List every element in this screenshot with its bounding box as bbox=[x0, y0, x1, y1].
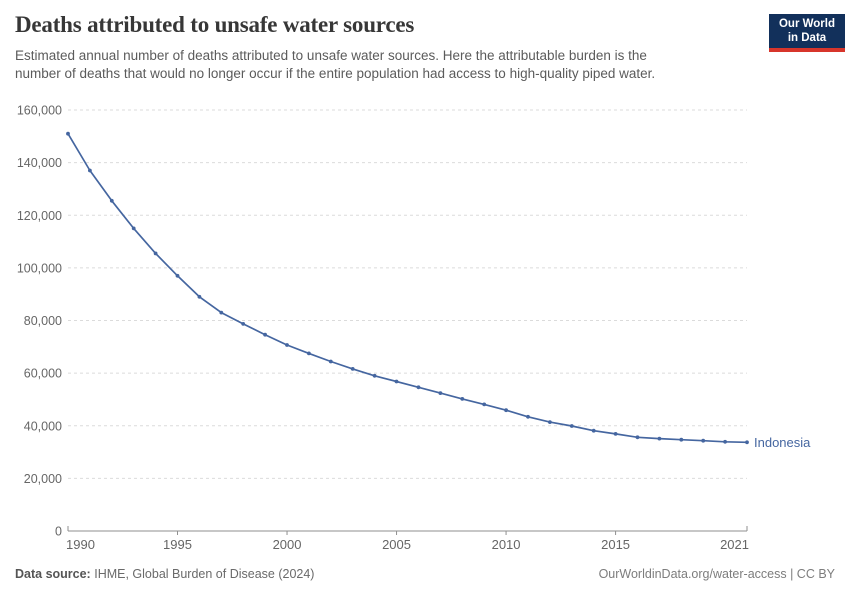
data-point[interactable] bbox=[109, 198, 114, 203]
data-point[interactable] bbox=[438, 391, 443, 395]
y-axis-tick-label: 140,000 bbox=[17, 156, 62, 170]
data-point[interactable] bbox=[591, 428, 596, 433]
y-axis-tick-label: 120,000 bbox=[17, 209, 62, 223]
data-point[interactable] bbox=[372, 373, 377, 378]
chart-title: Deaths attributed to unsafe water source… bbox=[15, 12, 415, 37]
x-axis-tick-label: 2000 bbox=[273, 537, 302, 552]
data-point[interactable] bbox=[241, 322, 246, 326]
data-point[interactable] bbox=[307, 351, 311, 356]
data-point[interactable] bbox=[197, 294, 202, 299]
data-source-label: Data source: bbox=[15, 567, 91, 581]
data-point[interactable] bbox=[219, 310, 224, 315]
x-axis-tick-label: 2015 bbox=[601, 537, 630, 552]
data-source-value: IHME, Global Burden of Disease (2024) bbox=[94, 567, 315, 581]
data-point[interactable] bbox=[613, 432, 618, 436]
x-axis-tick-label: 2021 bbox=[720, 537, 749, 552]
data-point[interactable] bbox=[263, 332, 267, 337]
x-axis-tick-label: 2010 bbox=[492, 537, 521, 552]
x-axis-tick-label: 1990 bbox=[66, 537, 95, 552]
data-point[interactable] bbox=[416, 385, 421, 390]
chart-subtitle-line: Estimated annual number of deaths attrib… bbox=[15, 48, 647, 63]
data-point[interactable] bbox=[679, 437, 684, 442]
data-point[interactable] bbox=[328, 359, 333, 364]
y-axis-tick-label: 160,000 bbox=[17, 104, 62, 118]
data-point[interactable] bbox=[285, 343, 289, 347]
y-axis-tick-label: 40,000 bbox=[24, 419, 62, 433]
y-axis-tick-label: 20,000 bbox=[24, 472, 62, 486]
chart-subtitle-line: number of deaths that would no longer oc… bbox=[15, 66, 656, 81]
x-axis-tick-label: 1995 bbox=[163, 537, 192, 552]
data-point[interactable] bbox=[504, 408, 508, 413]
y-axis-tick-label: 100,000 bbox=[17, 261, 62, 275]
data-point[interactable] bbox=[66, 131, 70, 136]
data-source: Data source: IHME, Global Burden of Dise… bbox=[15, 567, 314, 581]
line-chart: 0 20,000 40,000 60,000 80,000 100,000 120,000 1… bbox=[17, 104, 811, 553]
y-axis-tick-label: 80,000 bbox=[24, 314, 62, 328]
data-point[interactable] bbox=[745, 440, 749, 445]
data-point[interactable] bbox=[131, 226, 136, 231]
data-point[interactable] bbox=[482, 402, 487, 407]
chart-header: Deaths attributed to unsafe water source… bbox=[15, 12, 845, 83]
data-point[interactable] bbox=[569, 424, 574, 428]
chart-footer: Data source: IHME, Global Burden of Dise… bbox=[15, 567, 835, 581]
data-point[interactable] bbox=[394, 379, 399, 384]
owid-logo-text: Our World bbox=[778, 18, 835, 30]
chart-subtitle: Estimated annual number of deaths attrib… bbox=[15, 47, 835, 83]
data-point[interactable] bbox=[460, 397, 465, 401]
data-point[interactable] bbox=[548, 420, 552, 424]
data-point[interactable] bbox=[350, 367, 355, 371]
x-axis-tick-label: 2005 bbox=[382, 537, 411, 552]
trend-line bbox=[67, 133, 748, 444]
data-point[interactable] bbox=[635, 435, 640, 440]
data-point[interactable] bbox=[526, 414, 530, 419]
owid-logo-text: in Data bbox=[787, 31, 827, 44]
owid-logo: Our World in Data bbox=[769, 14, 845, 52]
data-point[interactable] bbox=[657, 436, 662, 441]
data-point[interactable] bbox=[153, 251, 158, 256]
data-point[interactable] bbox=[723, 439, 727, 444]
y-axis-tick-label: 60,000 bbox=[24, 367, 62, 381]
y-axis-tick-label: 0 bbox=[55, 525, 62, 539]
series-label-indonesia[interactable]: Indonesia bbox=[754, 435, 811, 450]
data-point[interactable] bbox=[88, 168, 92, 173]
data-point[interactable] bbox=[701, 438, 706, 443]
data-point[interactable] bbox=[175, 273, 180, 278]
license-link[interactable]: OurWorldinData.org/water-access | CC BY bbox=[598, 567, 835, 581]
